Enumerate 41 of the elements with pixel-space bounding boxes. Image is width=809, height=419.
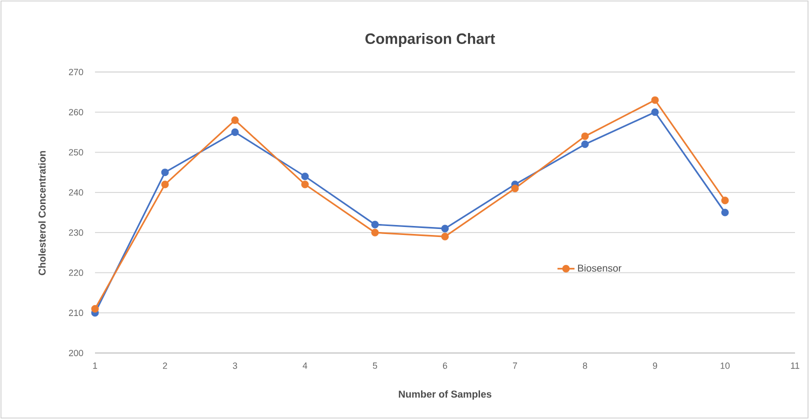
x-tick-label: 10 — [720, 362, 730, 369]
y-tick-label: 210 — [68, 310, 84, 316]
point — [511, 184, 519, 192]
x-tick-label: 1 — [93, 362, 98, 369]
x-tick-label: 2 — [162, 362, 168, 369]
point — [441, 232, 449, 240]
y-tick-label: 220 — [68, 270, 84, 276]
point — [721, 208, 729, 216]
point — [441, 224, 449, 232]
point — [581, 132, 589, 140]
y-tick-label: 250 — [68, 149, 84, 156]
point — [581, 140, 589, 148]
point — [161, 168, 169, 176]
point — [301, 172, 309, 180]
x-tick-label: 5 — [372, 362, 378, 369]
y-tick-label: 240 — [68, 189, 84, 196]
y-tick-label: 200 — [68, 350, 84, 356]
point — [721, 196, 729, 204]
point — [651, 96, 659, 104]
x-tick-label: 3 — [232, 362, 238, 369]
x-tick-label: 11 — [791, 362, 800, 369]
y-tick-label: 270 — [68, 68, 84, 76]
y-tick-label: 260 — [68, 108, 84, 116]
x-tick-label: 7 — [512, 362, 518, 369]
point — [231, 116, 239, 124]
point — [161, 180, 169, 188]
point — [371, 228, 379, 236]
y-tick-label: 230 — [68, 229, 84, 236]
x-tick-label: 6 — [442, 362, 448, 369]
point — [301, 180, 309, 188]
x-axis-title: Number of Samples — [398, 390, 492, 400]
y-axis-title: Cholesterol Concentration — [38, 151, 46, 276]
chart-title: Comparison Chart — [365, 33, 495, 47]
point — [651, 108, 659, 116]
point — [91, 305, 99, 313]
legend-label: Biosensor — [578, 264, 622, 272]
x-tick-label: 4 — [302, 362, 308, 369]
x-tick-label: 9 — [652, 362, 658, 369]
x-tick-label: 8 — [582, 362, 588, 369]
point — [231, 128, 239, 136]
point — [371, 220, 379, 228]
